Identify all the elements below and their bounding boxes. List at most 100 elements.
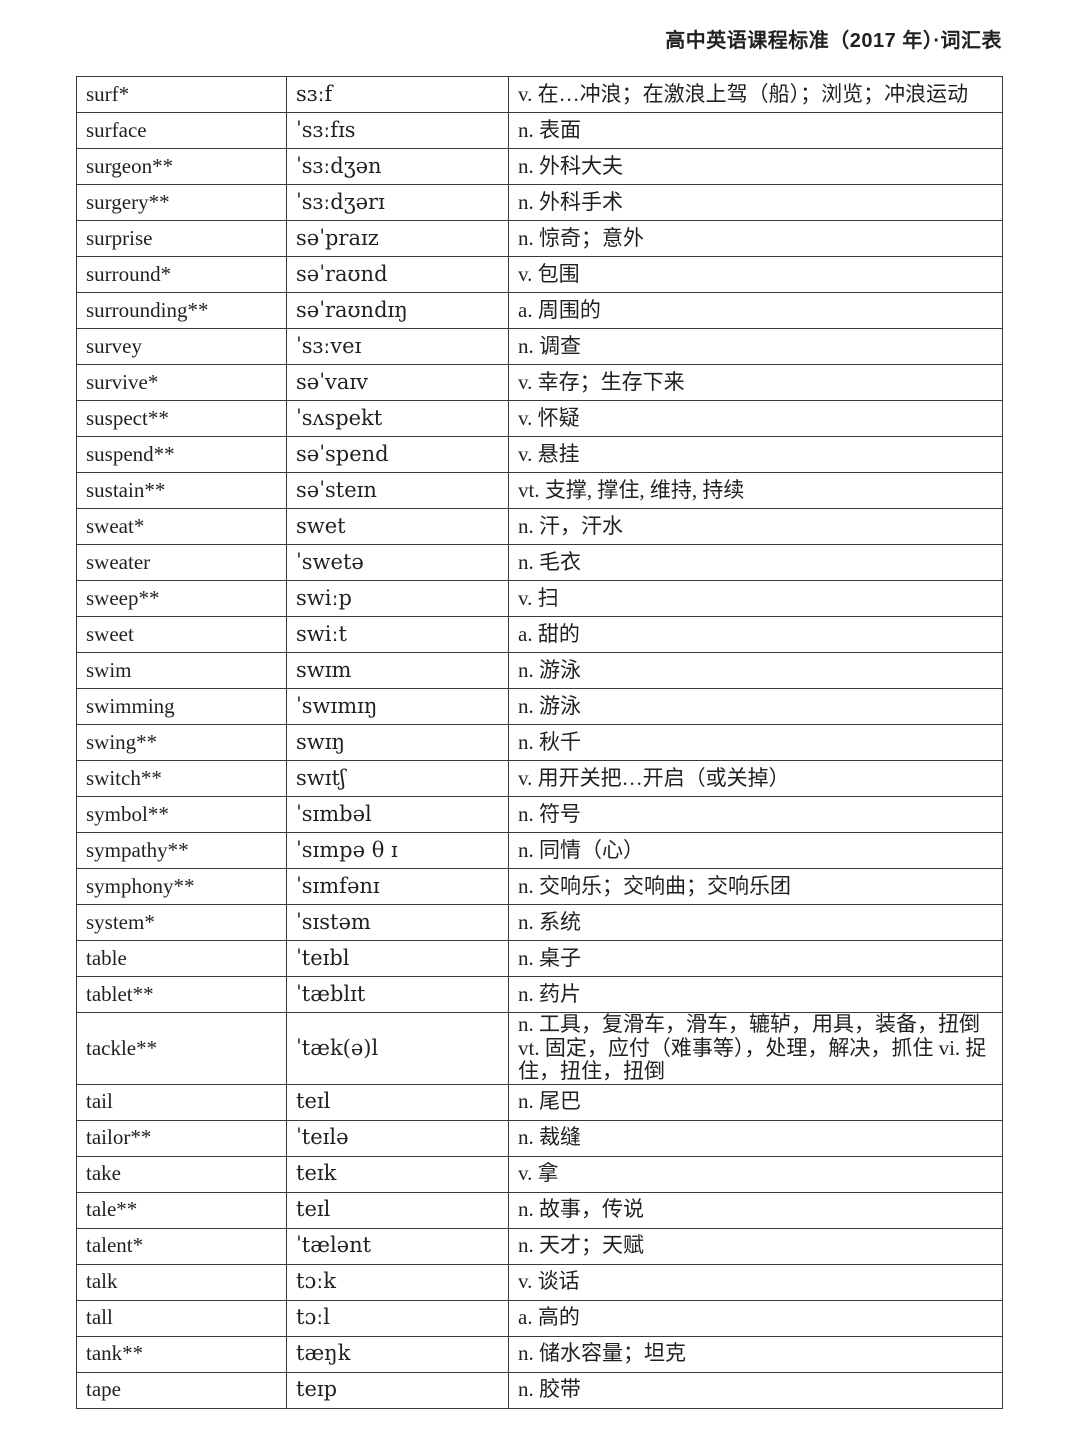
vocabulary-meaning: v. 扫 [508, 580, 1003, 617]
vocabulary-phonetic: swiːp [286, 580, 509, 617]
vocabulary-word: system* [76, 904, 287, 941]
vocabulary-phonetic: ˈsʌspekt [286, 400, 509, 437]
vocabulary-meaning: v. 悬挂 [508, 436, 1003, 473]
vocabulary-meaning: n. 储水容量；坦克 [508, 1335, 1003, 1373]
table-row: survive* səˈvaɪv v. 幸存；生存下来 [76, 364, 1003, 401]
table-row: surgery** ˈsɜːdʒərɪ n. 外科手术 [76, 184, 1003, 221]
vocabulary-meaning: n. 药片 [508, 976, 1003, 1013]
table-row: tape teɪp n. 胶带 [76, 1371, 1003, 1409]
vocabulary-word: surf* [76, 76, 287, 113]
vocabulary-meaning: n. 游泳 [508, 652, 1003, 689]
vocabulary-meaning: n. 天才；天赋 [508, 1227, 1003, 1265]
table-row: take teɪk v. 拿 [76, 1155, 1003, 1193]
vocabulary-phonetic: tɔːl [286, 1299, 509, 1337]
vocabulary-phonetic: swiːt [286, 616, 509, 653]
vocabulary-word: swim [76, 652, 287, 689]
vocabulary-phonetic: ˈsɪmfənɪ [286, 868, 509, 905]
vocabulary-meaning: v. 包围 [508, 256, 1003, 293]
vocabulary-word: suspend** [76, 436, 287, 473]
table-row: tablet** ˈtæblɪt n. 药片 [76, 976, 1003, 1013]
table-row: tailor** ˈteɪlə n. 裁缝 [76, 1119, 1003, 1157]
vocabulary-word: survive* [76, 364, 287, 401]
page-header-title: 高中英语课程标准（2017 年）·词汇表 [665, 30, 1002, 52]
table-row: talent* ˈtælənt n. 天才；天赋 [76, 1227, 1003, 1265]
vocabulary-word: survey [76, 328, 287, 365]
table-row: swim swɪm n. 游泳 [76, 652, 1003, 689]
table-row: survey ˈsɜːveɪ n. 调查 [76, 328, 1003, 365]
vocabulary-meaning: n. 秋千 [508, 724, 1003, 761]
table-row: sympathy** ˈsɪmpə θ ɪ n. 同情（心） [76, 832, 1003, 869]
vocabulary-meaning: a. 甜的 [508, 616, 1003, 653]
vocabulary-phonetic: ˈsɜːfɪs [286, 112, 509, 149]
table-row: sweet swiːt a. 甜的 [76, 616, 1003, 653]
table-row: swimming ˈswɪmɪŋ n. 游泳 [76, 688, 1003, 725]
vocabulary-meaning: v. 拿 [508, 1155, 1003, 1193]
vocabulary-word: symphony** [76, 868, 287, 905]
vocabulary-phonetic: teɪp [286, 1371, 509, 1409]
vocabulary-meaning: n. 交响乐；交响曲；交响乐团 [508, 868, 1003, 905]
vocabulary-meaning: vt. 支撑, 撑住, 维持, 持续 [508, 472, 1003, 509]
table-row: swing** swɪŋ n. 秋千 [76, 724, 1003, 761]
table-row: tail teɪl n. 尾巴 [76, 1083, 1003, 1121]
table-row: suspect** ˈsʌspekt v. 怀疑 [76, 400, 1003, 437]
vocabulary-table-body: surf* sɜːf v. 在…冲浪；在激浪上驾（船）；浏览；冲浪运动 surface… [76, 76, 1003, 1409]
vocabulary-phonetic: ˈtæk(ə)l [286, 1012, 509, 1085]
table-row: sweat* swet n. 汗，汗水 [76, 508, 1003, 545]
table-row: talk tɔːk v. 谈话 [76, 1263, 1003, 1301]
table-row: sweater ˈswetə n. 毛衣 [76, 544, 1003, 581]
vocabulary-phonetic: swɪtʃ [286, 760, 509, 797]
vocabulary-word: sweet [76, 616, 287, 653]
vocabulary-word: tailor** [76, 1119, 287, 1157]
vocabulary-word: surrounding** [76, 292, 287, 329]
vocabulary-meaning: n. 故事，传说 [508, 1191, 1003, 1229]
table-row: surrounding** səˈraʊndɪŋ a. 周围的 [76, 292, 1003, 329]
vocabulary-meaning: v. 用开关把…开启（或关掉） [508, 760, 1003, 797]
vocabulary-meaning: n. 毛衣 [508, 544, 1003, 581]
vocabulary-meaning: n. 惊奇；意外 [508, 220, 1003, 257]
vocabulary-phonetic: swɪm [286, 652, 509, 689]
vocabulary-word: tall [76, 1299, 287, 1337]
vocabulary-meaning: n. 尾巴 [508, 1083, 1003, 1121]
vocabulary-phonetic: teɪk [286, 1155, 509, 1193]
vocabulary-phonetic: teɪl [286, 1083, 509, 1121]
vocabulary-meaning: n. 表面 [508, 112, 1003, 149]
vocabulary-phonetic: tɔːk [286, 1263, 509, 1301]
table-row: switch** swɪtʃ v. 用开关把…开启（或关掉） [76, 760, 1003, 797]
vocabulary-word: tank** [76, 1335, 287, 1373]
vocabulary-word: sympathy** [76, 832, 287, 869]
vocabulary-meaning: v. 幸存；生存下来 [508, 364, 1003, 401]
vocabulary-phonetic: ˈsɪstəm [286, 904, 509, 941]
vocabulary-word: switch** [76, 760, 287, 797]
vocabulary-meaning: n. 工具，复滑车，滑车，辘轳，用具，装备，扭倒 vt. 固定，应付（难事等），… [508, 1012, 1003, 1085]
vocabulary-word: sweep** [76, 580, 287, 617]
vocabulary-word: table [76, 940, 287, 977]
vocabulary-meaning: n. 外科大夫 [508, 148, 1003, 185]
vocabulary-word: sweat* [76, 508, 287, 545]
vocabulary-phonetic: səˈraʊnd [286, 256, 509, 293]
vocabulary-word: talent* [76, 1227, 287, 1265]
table-row: tall tɔːl a. 高的 [76, 1299, 1003, 1337]
vocabulary-table: surf* sɜːf v. 在…冲浪；在激浪上驾（船）；浏览；冲浪运动 surface… [76, 76, 1003, 1409]
vocabulary-word: tail [76, 1083, 287, 1121]
table-row: surgeon** ˈsɜːdʒən n. 外科大夫 [76, 148, 1003, 185]
vocabulary-phonetic: ˈsɪmbəl [286, 796, 509, 833]
vocabulary-phonetic: ˈteɪbl [286, 940, 509, 977]
vocabulary-phonetic: səˈsteɪn [286, 472, 509, 509]
table-row: tale** teɪl n. 故事，传说 [76, 1191, 1003, 1229]
vocabulary-meaning: n. 桌子 [508, 940, 1003, 977]
table-row: surf* sɜːf v. 在…冲浪；在激浪上驾（船）；浏览；冲浪运动 [76, 76, 1003, 113]
vocabulary-meaning: n. 胶带 [508, 1371, 1003, 1409]
vocabulary-phonetic: səˈspend [286, 436, 509, 473]
vocabulary-phonetic: ˈswetə [286, 544, 509, 581]
vocabulary-word: tablet** [76, 976, 287, 1013]
vocabulary-meaning: a. 高的 [508, 1299, 1003, 1337]
vocabulary-phonetic: ˈsɜːveɪ [286, 328, 509, 365]
table-row: surprise səˈpraɪz n. 惊奇；意外 [76, 220, 1003, 257]
table-row: surface ˈsɜːfɪs n. 表面 [76, 112, 1003, 149]
vocabulary-word: talk [76, 1263, 287, 1301]
vocabulary-meaning: n. 系统 [508, 904, 1003, 941]
vocabulary-phonetic: teɪl [286, 1191, 509, 1229]
vocabulary-phonetic: səˈraʊndɪŋ [286, 292, 509, 329]
vocabulary-word: tale** [76, 1191, 287, 1229]
